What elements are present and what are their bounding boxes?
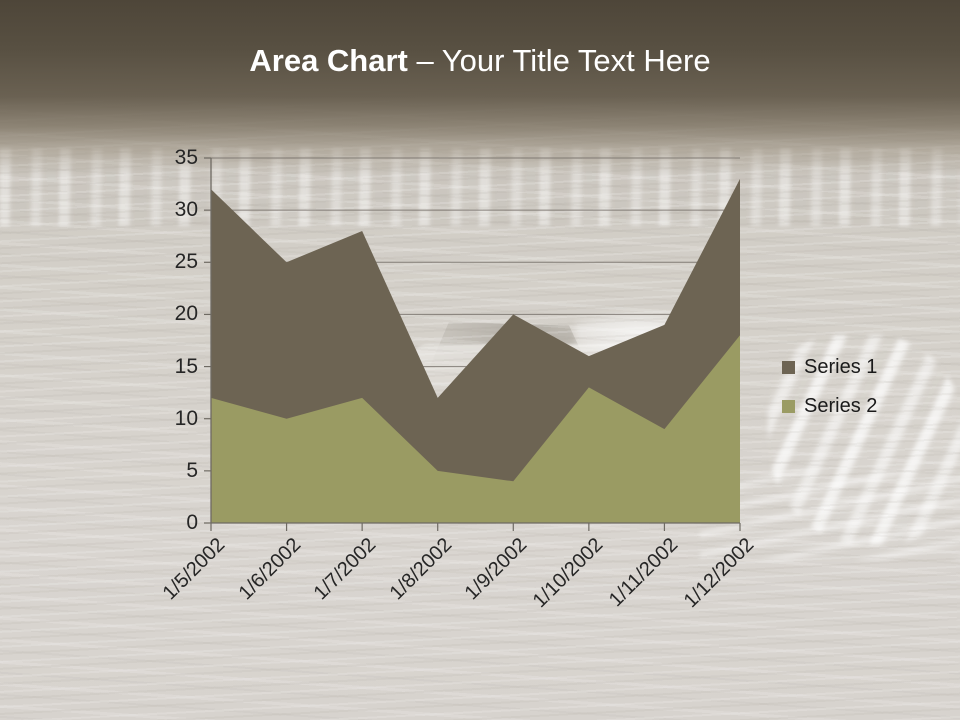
legend-item-series1[interactable]: Series 1 bbox=[782, 356, 877, 378]
y-axis-label-10: 10 bbox=[174, 406, 198, 430]
y-axis-label-15: 15 bbox=[174, 354, 198, 378]
chart-legend: Series 1 Series 2 bbox=[782, 356, 877, 417]
slide-title-bold: Area Chart bbox=[249, 43, 408, 78]
series1-swatch-icon bbox=[782, 360, 795, 374]
y-axis-label-0: 0 bbox=[186, 511, 198, 534]
title-band-gradient bbox=[0, 0, 960, 175]
background-foam-streaks bbox=[700, 470, 960, 560]
slide-title[interactable]: Area Chart – Your Title Text Here bbox=[0, 42, 960, 80]
y-axis-label-25: 25 bbox=[174, 250, 198, 274]
series2-label: Series 2 bbox=[804, 395, 878, 417]
background-foam-waves bbox=[768, 335, 960, 545]
legend-item-series2[interactable]: Series 2 bbox=[782, 395, 877, 417]
slide-title-rest: – Your Title Text Here bbox=[407, 43, 711, 78]
y-axis-label-5: 5 bbox=[186, 458, 198, 482]
y-axis-label-20: 20 bbox=[174, 302, 198, 326]
y-axis-label-35: 35 bbox=[174, 146, 198, 169]
area-series-2[interactable] bbox=[211, 335, 740, 523]
series1-label: Series 1 bbox=[804, 356, 878, 378]
series2-swatch-icon bbox=[782, 399, 795, 413]
y-axis-label-30: 30 bbox=[174, 198, 198, 222]
